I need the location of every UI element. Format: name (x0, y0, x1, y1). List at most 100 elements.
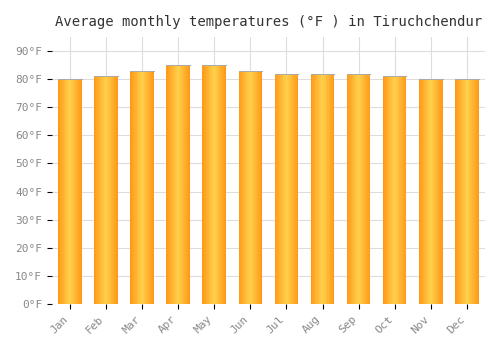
Bar (241, 71, 242, 304)
Bar (289, 74, 290, 304)
Bar (108, 76, 109, 304)
Bar (186, 65, 188, 304)
Bar (396, 76, 397, 304)
Bar (424, 79, 426, 304)
Bar (153, 71, 154, 304)
Bar (354, 74, 356, 304)
Bar (171, 65, 172, 304)
Bar (202, 65, 203, 304)
Bar (61, 79, 62, 304)
Bar (110, 76, 112, 304)
Bar (146, 71, 148, 304)
Bar (420, 79, 422, 304)
Bar (218, 65, 219, 304)
Bar (353, 74, 354, 304)
Bar (285, 74, 286, 304)
Bar (276, 74, 277, 304)
Bar (367, 74, 368, 304)
Bar (255, 71, 256, 304)
Bar (208, 65, 210, 304)
Bar (388, 76, 390, 304)
Bar (180, 65, 181, 304)
Bar (402, 76, 404, 304)
Bar (214, 65, 215, 304)
Bar (419, 79, 420, 304)
Bar (434, 79, 435, 304)
Bar (383, 76, 384, 304)
Bar (148, 71, 149, 304)
Bar (364, 74, 365, 304)
Bar (422, 79, 423, 304)
Bar (329, 74, 330, 304)
Bar (430, 79, 431, 304)
Bar (94, 76, 95, 304)
Bar (312, 74, 313, 304)
Bar (360, 74, 361, 304)
Bar (288, 74, 289, 304)
Bar (277, 74, 278, 304)
Bar (332, 74, 334, 304)
Bar (238, 71, 240, 304)
Bar (435, 79, 436, 304)
Bar (361, 74, 362, 304)
Bar (114, 76, 116, 304)
Bar (320, 74, 321, 304)
Bar (188, 65, 189, 304)
Bar (150, 71, 152, 304)
Bar (78, 79, 79, 304)
Bar (99, 76, 100, 304)
Bar (278, 74, 280, 304)
Bar (246, 71, 247, 304)
Bar (466, 79, 467, 304)
Bar (324, 74, 325, 304)
Bar (172, 65, 174, 304)
Bar (142, 71, 143, 304)
Bar (250, 71, 251, 304)
Bar (132, 71, 134, 304)
Bar (365, 74, 366, 304)
Bar (352, 74, 353, 304)
Bar (207, 65, 208, 304)
Bar (325, 74, 326, 304)
Bar (386, 76, 387, 304)
Bar (103, 76, 104, 304)
Bar (74, 79, 76, 304)
Bar (467, 79, 468, 304)
Bar (401, 76, 402, 304)
Bar (426, 79, 427, 304)
Bar (109, 76, 110, 304)
Bar (219, 65, 220, 304)
Bar (205, 65, 206, 304)
Bar (223, 65, 224, 304)
Bar (286, 74, 287, 304)
Bar (473, 79, 474, 304)
Bar (351, 74, 352, 304)
Bar (189, 65, 190, 304)
Bar (105, 76, 106, 304)
Bar (317, 74, 318, 304)
Bar (135, 71, 136, 304)
Bar (80, 79, 82, 304)
Bar (104, 76, 105, 304)
Bar (327, 74, 328, 304)
Bar (204, 65, 205, 304)
Bar (368, 74, 369, 304)
Bar (66, 79, 68, 304)
Bar (77, 79, 78, 304)
Bar (369, 74, 370, 304)
Bar (357, 74, 358, 304)
Bar (72, 79, 73, 304)
Bar (356, 74, 357, 304)
Bar (459, 79, 460, 304)
Bar (179, 65, 180, 304)
Bar (392, 76, 393, 304)
Bar (101, 76, 102, 304)
Bar (387, 76, 388, 304)
Bar (254, 71, 255, 304)
Bar (259, 71, 260, 304)
Bar (390, 76, 391, 304)
Bar (455, 79, 456, 304)
Bar (384, 76, 386, 304)
Bar (100, 76, 101, 304)
Bar (274, 74, 276, 304)
